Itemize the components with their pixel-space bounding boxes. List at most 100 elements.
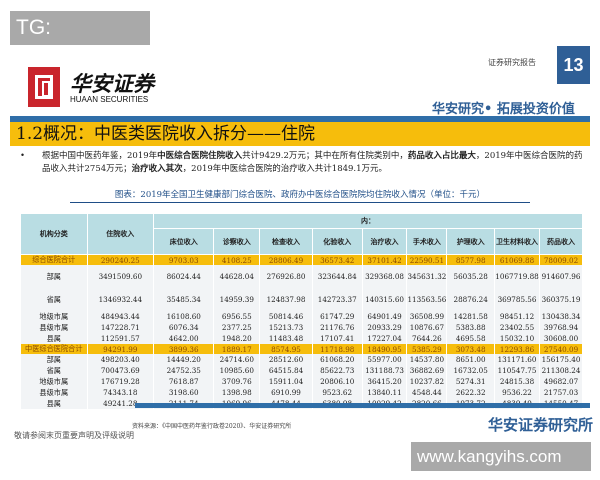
table-row: 省属 1346932.44 35485.34 14959.39 124837.98 142…: [20, 288, 583, 311]
header-org: 机构分类: [20, 213, 88, 255]
cell: 35485.34: [153, 288, 215, 311]
cell: 14281.58: [446, 311, 496, 322]
cell: 131171.60: [494, 354, 541, 365]
cell: 2622.32: [446, 387, 496, 398]
text: ，2019年中医综合医院的治疗收入共计1849.1万元。: [182, 164, 388, 174]
table-row: 县级市属 147228.71 6076.34 2377.25 15213.73 21176…: [20, 322, 583, 333]
cell: 484943.44: [86, 311, 155, 322]
cell: 5274.31: [446, 376, 496, 387]
cell: 345631.32: [406, 265, 448, 288]
cell: 28512.60: [259, 354, 313, 365]
cell: 7618.87: [153, 376, 215, 387]
highlight: 中医综合医院住院收入: [157, 151, 243, 161]
cell: 37101.42: [361, 254, 408, 265]
cell: 147228.71: [86, 322, 155, 333]
row-label: 县级市属: [20, 322, 88, 333]
table-row: 省属 700473.69 24752.35 10985.60 64515.84 85622…: [20, 365, 583, 376]
cell: 6910.99: [259, 387, 313, 398]
table-caption: 图表：2019年全国卫生健康部门综合医院、政府办中医综合医院院均住院收入情况（单…: [70, 188, 530, 203]
highlight: 治疗收入其次: [131, 164, 183, 174]
cell: 85622.73: [311, 365, 363, 376]
logo-text-en: HUAAN SECURITIES: [70, 95, 149, 104]
header-total: 住院收入: [86, 213, 155, 255]
bullet-paragraph: • 根据中国中医药年鉴，2019年中医综合医院住院收入共计9429.2万元；其中…: [20, 150, 590, 176]
cell: 11718.98: [311, 344, 363, 354]
cell: 11483.48: [259, 333, 313, 344]
cell: 156175.40: [539, 354, 583, 365]
cell: 8574.95: [259, 344, 313, 354]
cell: 28806.49: [259, 254, 313, 265]
cell: 9523.62: [311, 387, 363, 398]
header-sub: 诊察收入: [213, 228, 261, 255]
cell: 17227.04: [361, 333, 408, 344]
header-within: 内：: [153, 213, 583, 229]
cell: 21757.03: [539, 387, 583, 398]
cell: 14959.39: [213, 288, 261, 311]
huaan-logo-icon: [28, 67, 60, 107]
cell: 27540.09: [539, 344, 583, 354]
row-label: 中医综合医院合计: [20, 344, 88, 354]
cell: 1346932.44: [86, 288, 155, 311]
cell: 61068.20: [311, 354, 363, 365]
cell: 142723.37: [311, 288, 363, 311]
cell: 24752.35: [153, 365, 215, 376]
cell: 12293.86: [494, 344, 541, 354]
cell: 3073.48: [446, 344, 496, 354]
cell: 78009.02: [539, 254, 583, 265]
cell: 5385.29: [406, 344, 448, 354]
cell: 28876.24: [446, 288, 496, 311]
cell: 124837.98: [259, 288, 313, 311]
row-label: 县属: [20, 333, 88, 344]
cell: 113563.56: [406, 288, 448, 311]
watermark-bottom: www.kangyihs.com: [411, 442, 591, 471]
cell: 369785.56: [494, 288, 541, 311]
cell: 1067719.88: [494, 265, 541, 288]
cell: 3899.36: [153, 344, 215, 354]
text: 共计9429.2万元；其中在所有住院类别中，: [242, 151, 408, 161]
cell: 1398.98: [213, 387, 261, 398]
cell: 276926.80: [259, 265, 313, 288]
cell: 8577.98: [446, 254, 496, 265]
table-bottom-bar: [135, 403, 590, 408]
cell: 131188.73: [361, 365, 408, 376]
cell: 24714.60: [213, 354, 261, 365]
cell: 86024.44: [153, 265, 215, 288]
cell: 110547.75: [494, 365, 541, 376]
cell: 61747.29: [311, 311, 363, 322]
header-sub: 药品收入: [539, 228, 583, 255]
cell: 9703.03: [153, 254, 215, 265]
cell: 329368.08: [361, 265, 408, 288]
cell: 176719.28: [86, 376, 155, 387]
cell: 3198.60: [153, 387, 215, 398]
cell: 39768.94: [539, 322, 583, 333]
cell: 13840.11: [361, 387, 408, 398]
cell: 4548.44: [406, 387, 448, 398]
cell: 5383.88: [446, 322, 496, 333]
cell: 15032.10: [494, 333, 541, 344]
cell: 36415.20: [361, 376, 408, 387]
cell: 14449.20: [153, 354, 215, 365]
row-label: 部属: [20, 354, 88, 365]
cell: 1889.17: [213, 344, 261, 354]
cell: 64515.84: [259, 365, 313, 376]
cell: 49682.07: [539, 376, 583, 387]
cell: 3709.76: [213, 376, 261, 387]
table-row: 县属 112591.57 4642.00 1948.20 11483.48 17107.4…: [20, 333, 583, 344]
table-row: 县级市属 74343.18 3198.60 1398.98 6910.99 9523.62…: [20, 387, 583, 398]
cell: 10876.67: [406, 322, 448, 333]
row-label: 县级市属: [20, 387, 88, 398]
cell: 211308.24: [539, 365, 583, 376]
cell: 94291.99: [86, 344, 155, 354]
cell: 1948.20: [213, 333, 261, 344]
cell: 36573.42: [311, 254, 363, 265]
cell: 30608.00: [539, 333, 583, 344]
cell: 20806.10: [311, 376, 363, 387]
cell: 36882.69: [406, 365, 448, 376]
row-label: 县属: [20, 398, 88, 409]
cell: 18490.95: [361, 344, 408, 354]
row-label: 地级市属: [20, 311, 88, 322]
header-sub: 检查收入: [259, 228, 313, 255]
cell: 2377.25: [213, 322, 261, 333]
cell: 98451.12: [494, 311, 541, 322]
cell: 55977.00: [361, 354, 408, 365]
